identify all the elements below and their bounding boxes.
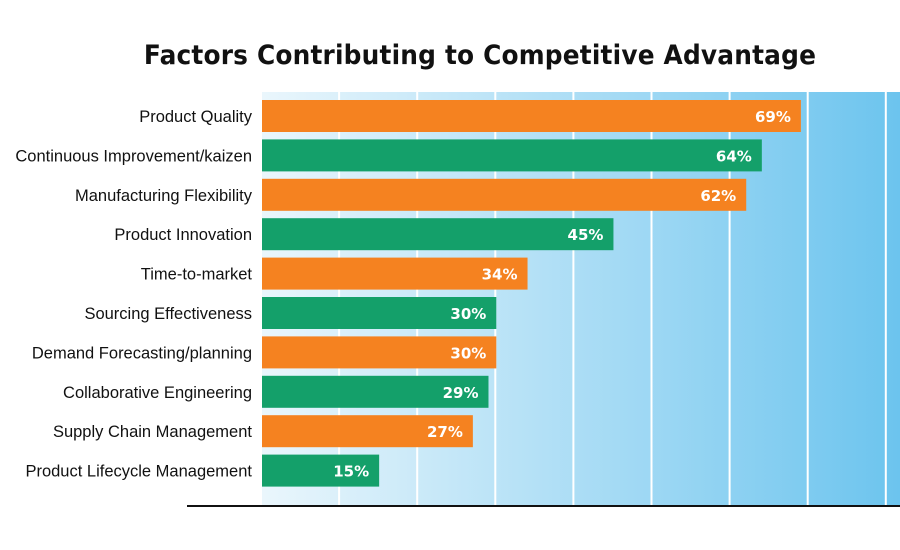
value-label-4: 34% bbox=[482, 266, 518, 284]
value-label-8: 27% bbox=[427, 423, 463, 441]
bar-4 bbox=[262, 257, 528, 290]
bar-1 bbox=[262, 139, 762, 172]
value-label-5: 30% bbox=[450, 305, 486, 323]
value-label-1: 64% bbox=[716, 147, 752, 165]
category-label-2: Manufacturing Flexibility bbox=[75, 187, 253, 205]
value-label-0: 69% bbox=[755, 108, 791, 126]
bar-6 bbox=[262, 336, 497, 369]
value-label-9: 15% bbox=[333, 463, 369, 481]
category-label-7: Collaborative Engineering bbox=[63, 384, 252, 402]
category-label-9: Product Lifecycle Management bbox=[25, 463, 252, 481]
value-label-3: 45% bbox=[568, 226, 604, 244]
value-labels: 69% 64% 62% 45% 34% 30% 30% 29% 27% 15% bbox=[333, 108, 791, 481]
bar-7 bbox=[262, 375, 489, 408]
bar-5 bbox=[262, 297, 497, 329]
category-label-1: Continuous Improvement/kaizen bbox=[15, 147, 252, 165]
category-label-4: Time-to-market bbox=[141, 266, 253, 284]
value-label-6: 30% bbox=[450, 344, 486, 362]
bar-0 bbox=[262, 100, 801, 132]
bar-9 bbox=[262, 454, 380, 487]
value-label-7: 29% bbox=[443, 384, 479, 402]
bar-8 bbox=[262, 415, 473, 448]
category-label-5: Sourcing Effectiveness bbox=[84, 305, 252, 323]
value-label-2: 62% bbox=[700, 187, 736, 205]
bars bbox=[262, 100, 801, 487]
category-label-8: Supply Chain Management bbox=[53, 423, 252, 441]
category-labels: Product Quality Continuous Improvement/ka… bbox=[15, 108, 252, 481]
bar-3 bbox=[262, 218, 614, 251]
bar-2 bbox=[262, 178, 747, 211]
chart-title: Factors Contributing to Competitive Adva… bbox=[143, 40, 817, 71]
category-label-0: Product Quality bbox=[139, 108, 253, 126]
category-label-6: Demand Forecasting/planning bbox=[32, 344, 252, 362]
category-label-3: Product Innovation bbox=[114, 226, 252, 244]
